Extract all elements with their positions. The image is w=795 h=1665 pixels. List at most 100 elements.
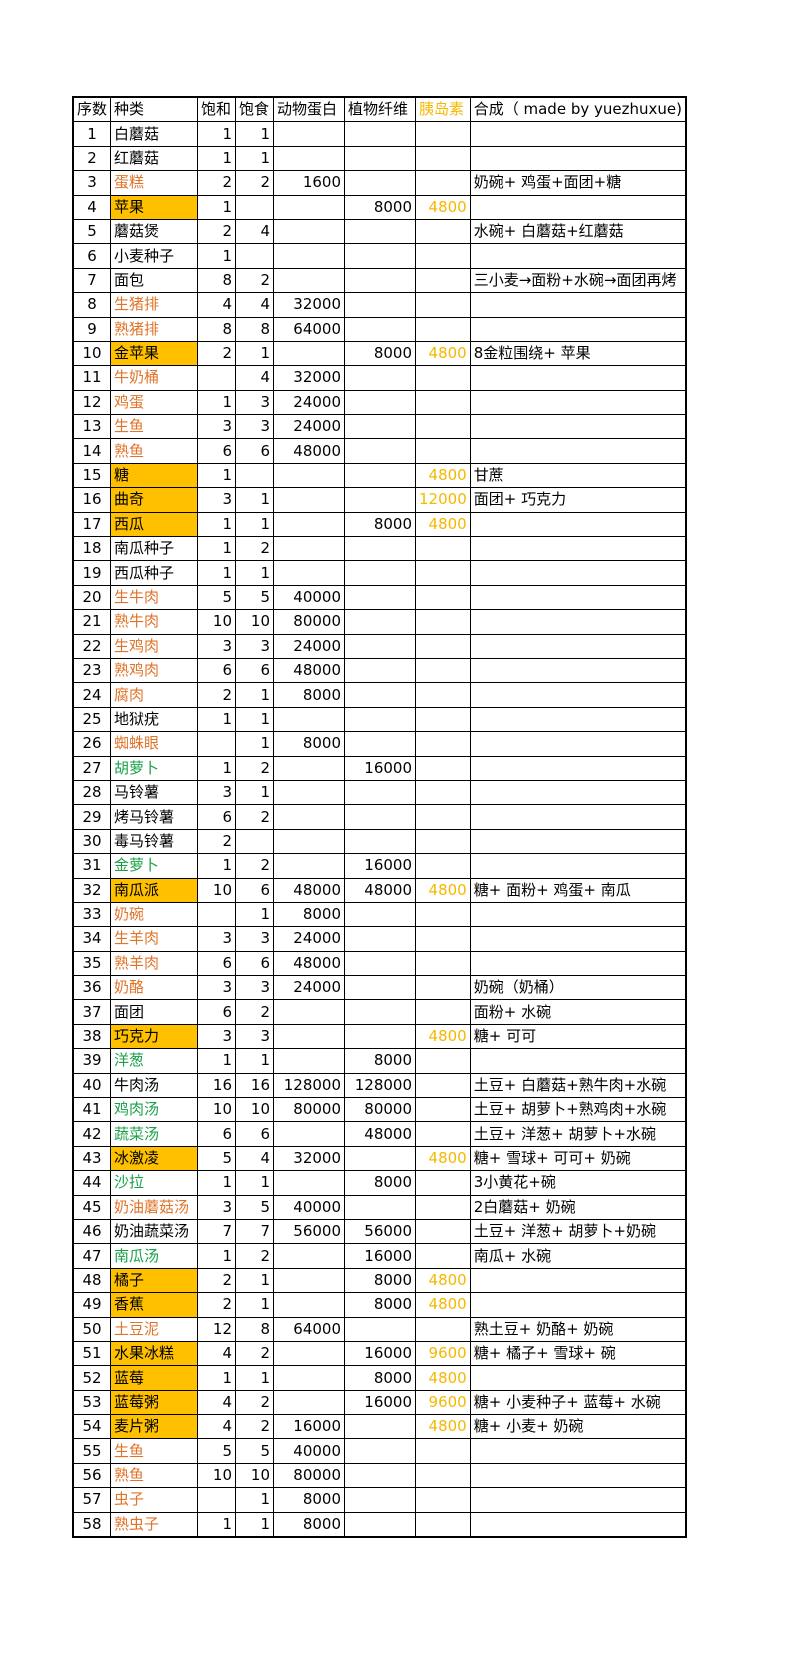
cell-insulin: [415, 243, 471, 269]
cell-animal-protein: [273, 1023, 346, 1050]
table-row: 48 橘子 2 1 8000 4800: [72, 1267, 687, 1294]
cell-insulin: [415, 292, 471, 318]
cell-animal-protein: 128000: [273, 1072, 346, 1099]
table-row: 35 熟羊肉 6 6 48000: [72, 950, 687, 977]
cell-hunger: 1: [235, 145, 275, 172]
cell-recipe: [469, 804, 687, 830]
cell-hunger: 10: [235, 1462, 275, 1489]
cell-recipe: [469, 1048, 687, 1074]
cell-animal-protein: [273, 1389, 346, 1416]
cell-index: 27: [72, 755, 112, 781]
cell-animal-protein: [273, 340, 346, 367]
cell-kind: 奶碗: [110, 901, 199, 928]
cell-plant-fiber: 8000: [344, 194, 417, 220]
cell-kind: 蜘蛛眼: [110, 731, 199, 757]
cell-insulin: [415, 1218, 471, 1245]
cell-index: 53: [72, 1389, 112, 1416]
cell-hunger: 1: [235, 487, 275, 513]
cell-saturation: 8: [197, 267, 237, 294]
cell-plant-fiber: [344, 682, 417, 708]
cell-insulin: 4800: [415, 1267, 471, 1294]
cell-hunger: 2: [235, 536, 275, 562]
cell-index: 3: [72, 170, 112, 196]
cell-insulin: [415, 609, 471, 635]
cell-index: 54: [72, 1414, 112, 1440]
table-row: 18 南瓜种子 1 2: [72, 536, 687, 562]
cell-hunger: 6: [235, 950, 275, 977]
cell-plant-fiber: 48000: [344, 877, 417, 903]
cell-index: 37: [72, 999, 112, 1025]
cell-saturation: 6: [197, 804, 237, 830]
cell-insulin: [415, 1121, 471, 1147]
cell-recipe: [469, 536, 687, 562]
table-row: 44 沙拉 1 1 8000 3小黄花+碗: [72, 1170, 687, 1196]
cell-insulin: [415, 170, 471, 196]
cell-index: 23: [72, 657, 112, 684]
cell-insulin: [415, 536, 471, 562]
cell-insulin: [415, 1462, 471, 1489]
cell-insulin: [415, 1438, 471, 1464]
cell-saturation: 8: [197, 316, 237, 342]
cell-insulin: [415, 1170, 471, 1196]
cell-animal-protein: [273, 779, 346, 806]
cell-index: 51: [72, 1340, 112, 1367]
cell-index: 31: [72, 853, 112, 879]
table-row: 43 冰激凌 5 4 32000 4800 糖+ 雪球+ 可可+ 奶碗: [72, 1145, 687, 1172]
cell-kind: 冰激凌: [110, 1145, 199, 1172]
cell-kind: 毒马铃薯: [110, 828, 199, 855]
cell-kind: 生羊肉: [110, 926, 199, 952]
cell-recipe: [469, 828, 687, 855]
cell-saturation: 1: [197, 1048, 237, 1074]
cell-hunger: 1: [235, 731, 275, 757]
cell-kind: 西瓜: [110, 511, 199, 538]
cell-animal-protein: [273, 853, 346, 879]
cell-animal-protein: 40000: [273, 584, 346, 611]
cell-animal-protein: 56000: [273, 1218, 346, 1245]
cell-index: 13: [72, 414, 112, 440]
cell-kind: 金萝卜: [110, 853, 199, 879]
table-row: 14 熟鱼 6 6 48000: [72, 438, 687, 464]
cell-animal-protein: 80000: [273, 1462, 346, 1489]
cell-kind: 熟牛肉: [110, 609, 199, 635]
cell-index: 11: [72, 365, 112, 391]
cell-kind: 熟鱼: [110, 1462, 199, 1489]
cell-kind: 腐肉: [110, 682, 199, 708]
cell-saturation: 1: [197, 511, 237, 538]
cell-saturation: 1: [197, 853, 237, 879]
table-row: 46 奶油蔬菜汤 7 7 56000 56000 土豆+ 洋葱+ 胡萝卜+奶碗: [72, 1218, 687, 1245]
cell-plant-fiber: [344, 828, 417, 855]
cell-plant-fiber: [344, 536, 417, 562]
cell-hunger: 10: [235, 609, 275, 635]
cell-saturation: 3: [197, 1023, 237, 1050]
table-row: 2 红蘑菇 1 1: [72, 145, 687, 172]
table-row: 50 土豆泥 12 8 64000 熟土豆+ 奶酪+ 奶碗: [72, 1316, 687, 1342]
cell-recipe: 8金粒围绕+ 苹果: [469, 340, 687, 367]
cell-insulin: [415, 853, 471, 879]
header-hunger: 饱食: [235, 96, 275, 123]
header-plant-fiber: 植物纤维: [344, 96, 417, 123]
cell-recipe: 甘蔗: [469, 462, 687, 489]
cell-recipe: 土豆+ 洋葱+ 胡萝卜+水碗: [469, 1121, 687, 1147]
table-row: 21 熟牛肉 10 10 80000: [72, 609, 687, 635]
table-row: 25 地狱疣 1 1: [72, 706, 687, 733]
table-row: 29 烤马铃薯 6 2: [72, 804, 687, 830]
cell-hunger: 1: [235, 1048, 275, 1074]
cell-plant-fiber: [344, 1023, 417, 1050]
cell-insulin: [415, 316, 471, 342]
cell-kind: 生鱼: [110, 414, 199, 440]
cell-kind: 红蘑菇: [110, 145, 199, 172]
cell-plant-fiber: [344, 292, 417, 318]
cell-plant-fiber: 48000: [344, 1121, 417, 1147]
cell-hunger: 2: [235, 755, 275, 781]
cell-recipe: [469, 1292, 687, 1318]
cell-index: 38: [72, 1023, 112, 1050]
cell-hunger: 4: [235, 292, 275, 318]
header-recipe: 合成（ made by yuezhuxue): [469, 96, 687, 123]
cell-saturation: 3: [197, 975, 237, 1001]
cell-hunger: 2: [235, 1243, 275, 1269]
cell-index: 48: [72, 1267, 112, 1294]
cell-recipe: 面粉+ 水碗: [469, 999, 687, 1025]
cell-saturation: 1: [197, 1243, 237, 1269]
cell-recipe: 糖+ 面粉+ 鸡蛋+ 南瓜: [469, 877, 687, 903]
cell-hunger: 1: [235, 1292, 275, 1318]
